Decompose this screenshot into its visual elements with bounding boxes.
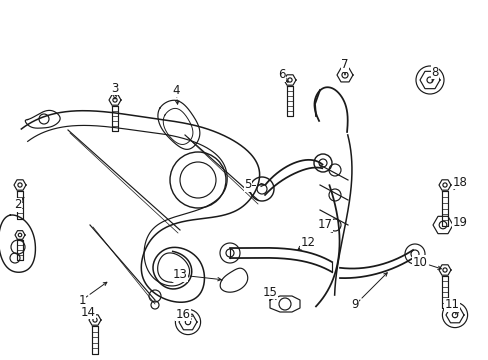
Polygon shape — [109, 95, 121, 105]
Text: 1: 1 — [78, 293, 85, 306]
Polygon shape — [284, 75, 295, 85]
Text: 10: 10 — [412, 256, 427, 269]
Text: 5: 5 — [244, 179, 251, 192]
Polygon shape — [336, 68, 352, 82]
Polygon shape — [89, 315, 101, 325]
Text: 16: 16 — [175, 307, 190, 320]
Text: 6: 6 — [278, 68, 285, 81]
Text: 3: 3 — [111, 81, 119, 94]
Text: 7: 7 — [341, 58, 348, 72]
Polygon shape — [438, 265, 450, 275]
Text: 15: 15 — [262, 285, 277, 298]
Text: 12: 12 — [300, 235, 315, 248]
Text: 14: 14 — [81, 306, 95, 319]
Text: 4: 4 — [172, 84, 180, 96]
Text: 9: 9 — [350, 298, 358, 311]
Text: 11: 11 — [444, 298, 459, 311]
Polygon shape — [432, 216, 452, 234]
Polygon shape — [14, 180, 26, 190]
Text: 19: 19 — [451, 216, 467, 229]
Polygon shape — [438, 180, 450, 190]
Text: 17: 17 — [317, 219, 332, 231]
Text: 2: 2 — [14, 198, 21, 211]
Text: 13: 13 — [172, 269, 187, 282]
Text: 8: 8 — [430, 66, 438, 78]
Text: 18: 18 — [451, 175, 467, 189]
Polygon shape — [15, 231, 25, 239]
